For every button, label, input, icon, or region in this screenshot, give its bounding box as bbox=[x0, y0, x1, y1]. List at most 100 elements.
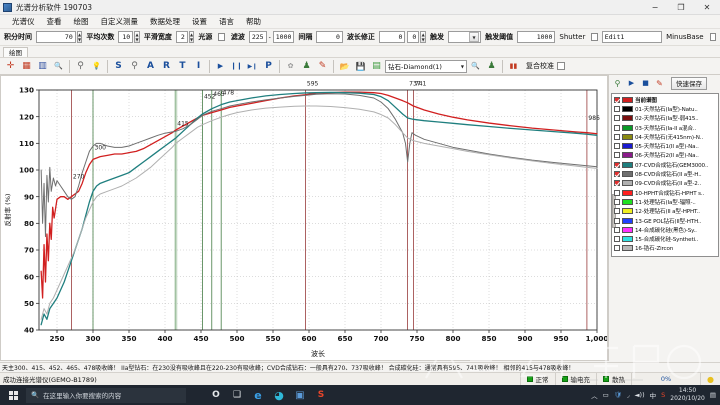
s-button[interactable]: S bbox=[115, 61, 122, 71]
open-folder-icon[interactable]: 📂 bbox=[339, 61, 350, 71]
menu-item-plot[interactable]: 绘图 bbox=[73, 16, 89, 26]
legend-item-checkbox[interactable] bbox=[614, 143, 620, 150]
columns-icon[interactable]: ▥ bbox=[38, 61, 47, 71]
pause-icon[interactable]: ❙❙ bbox=[230, 62, 243, 70]
legend-item[interactable]: 12-处理钻石(II a型-HPHT.. bbox=[613, 207, 718, 216]
shutter-checkbox[interactable] bbox=[591, 33, 598, 41]
menu-item-language[interactable]: 语言 bbox=[219, 16, 234, 26]
notification-icon[interactable]: ▤ bbox=[709, 391, 716, 399]
legend-item[interactable]: 09-CVD合成钻石(II a型-2.. bbox=[613, 179, 718, 188]
legend-list[interactable]: 当前谱图 01-天然钻石(Ia型)-Natu.. 02-天然钻石(Ia型-弱415.… bbox=[611, 93, 719, 257]
maximize-button[interactable]: ❐ bbox=[677, 3, 685, 12]
menu-item-settings[interactable]: 设置 bbox=[192, 16, 207, 26]
cortana-icon[interactable]: O bbox=[212, 390, 220, 400]
legend-item-checkbox[interactable] bbox=[614, 105, 620, 112]
lamp-icon[interactable]: 💡 bbox=[92, 62, 101, 70]
legend-item-checkbox[interactable] bbox=[614, 245, 620, 252]
legend-item[interactable]: 07-CVD合成钻石(GEM3000.. bbox=[613, 160, 718, 169]
shield-icon[interactable]: 🛡 bbox=[613, 391, 622, 399]
legend-item-checkbox[interactable] bbox=[614, 198, 620, 205]
average-count-stepper[interactable]: ▲ ▼ bbox=[134, 31, 140, 43]
range-end-input[interactable]: 1000 bbox=[272, 31, 295, 43]
play-icon[interactable]: ▶ bbox=[217, 62, 224, 70]
play-icon[interactable]: ▶ bbox=[628, 79, 635, 87]
integration-time-input[interactable]: 70 bbox=[36, 31, 76, 43]
composite-calibration-checkbox[interactable] bbox=[557, 62, 565, 70]
pin-dark-icon[interactable]: ⚲ bbox=[77, 61, 84, 71]
menu-item-custom-measure[interactable]: 自定义测量 bbox=[100, 16, 139, 26]
legend-item[interactable]: 04-天然钻石(无415nm)-N.. bbox=[613, 132, 718, 141]
legend-item[interactable]: 当前谱图 bbox=[613, 95, 718, 104]
start-button[interactable] bbox=[0, 385, 26, 405]
menu-item-spectrometer[interactable]: 光谱仪 bbox=[12, 16, 35, 26]
legend-item-checkbox[interactable] bbox=[614, 152, 620, 159]
sogou-icon[interactable]: S bbox=[317, 390, 325, 400]
r-button[interactable]: R bbox=[163, 61, 170, 71]
wifi-icon[interactable]: ◞ bbox=[627, 391, 630, 399]
legend-item-checkbox[interactable] bbox=[614, 226, 620, 233]
legend-item[interactable]: 10-HPHT合成钻石-HPHT s.. bbox=[613, 188, 718, 197]
legend-item-checkbox[interactable] bbox=[614, 217, 620, 224]
range-start-input[interactable]: 225 bbox=[248, 31, 267, 43]
legend-item[interactable]: 01-天然钻石(Ia型)-Natu.. bbox=[613, 104, 718, 113]
trigger-combo[interactable]: ▼ bbox=[448, 31, 482, 43]
pin-s-icon[interactable]: ⚲ bbox=[131, 61, 138, 71]
legend-item-checkbox[interactable] bbox=[614, 236, 620, 243]
legend-item[interactable]: 03-天然钻石(Ia-II a混合.. bbox=[613, 123, 718, 132]
magnify-icon[interactable]: 🔍 bbox=[471, 62, 480, 70]
legend-item-checkbox[interactable] bbox=[614, 161, 620, 168]
browser-icon[interactable]: ◕ bbox=[274, 388, 284, 402]
taskbar-clock[interactable]: 14:50 2020/10/20 bbox=[670, 387, 705, 403]
interval-input[interactable]: 0 bbox=[316, 31, 343, 43]
sample-select[interactable]: 钻石-Diamond(1) ▼ bbox=[385, 59, 467, 73]
legend-item[interactable]: 16-锆石-Zircon bbox=[613, 244, 718, 253]
bars-icon[interactable]: ▮▮ bbox=[509, 62, 518, 70]
integration-time-stepper[interactable]: ▲ ▼ bbox=[76, 31, 83, 43]
spectrum-chart[interactable]: 40 50 60 70 80 90 100 110 120 130 250 300 350 400 450 5… bbox=[0, 75, 608, 361]
grid-icon[interactable]: ▦ bbox=[22, 61, 31, 71]
zoom-icon[interactable]: 🔍 bbox=[54, 62, 63, 70]
legend-item[interactable]: 08-CVD合成钻石(II a型-H.. bbox=[613, 169, 718, 178]
star-icon[interactable]: ✿ bbox=[287, 62, 294, 70]
edge-icon[interactable]: e bbox=[254, 388, 262, 402]
quick-save-button[interactable]: 快速保存 bbox=[671, 76, 707, 90]
average-count-input[interactable]: 10 bbox=[118, 31, 134, 43]
p-button[interactable]: P bbox=[265, 61, 272, 71]
app-blue-icon[interactable]: ▣ bbox=[295, 389, 305, 401]
trigger-count-stepper[interactable]: ▲ ▼ bbox=[420, 31, 427, 43]
chevron-up-icon[interactable]: ︿ bbox=[591, 392, 598, 400]
step-icon[interactable]: ▶❙ bbox=[247, 62, 258, 70]
close-button[interactable]: ✕ bbox=[703, 3, 711, 12]
minusbase-checkbox[interactable] bbox=[709, 33, 717, 41]
stop-icon[interactable]: ■ bbox=[642, 79, 649, 87]
trigger-count-input[interactable]: 0 bbox=[407, 31, 420, 43]
smooth-width-stepper[interactable]: ▲ ▼ bbox=[188, 31, 195, 43]
menu-item-data-process[interactable]: 数据处理 bbox=[150, 16, 180, 26]
trigger-threshold-input[interactable]: 1000 bbox=[517, 31, 556, 43]
legend-item[interactable]: 11-处理钻石(Ia型-辐照-.. bbox=[613, 197, 718, 206]
wavelength-correction-input[interactable]: 0 bbox=[378, 31, 406, 43]
smooth-width-input[interactable]: 2 bbox=[175, 31, 188, 43]
legend-item[interactable]: 02-天然钻石(Ia型-弱415.. bbox=[613, 114, 718, 123]
legend-item-checkbox[interactable] bbox=[614, 133, 620, 140]
crosshair-icon[interactable]: ✛ bbox=[6, 61, 15, 71]
shutter-value-input[interactable]: Edit1 bbox=[601, 31, 663, 43]
legend-item-checkbox[interactable] bbox=[614, 124, 620, 131]
a-button[interactable]: A bbox=[147, 61, 154, 71]
gem-icon[interactable]: ♟ bbox=[302, 61, 311, 71]
t-button[interactable]: T bbox=[179, 61, 186, 71]
legend-item[interactable]: 14-合成碳化硅(黑色)-Sy.. bbox=[613, 225, 718, 234]
legend-item-checkbox[interactable] bbox=[614, 115, 620, 122]
i-button[interactable]: I bbox=[196, 61, 201, 71]
light-source-checkbox[interactable] bbox=[218, 33, 225, 41]
ime-icon[interactable]: 中 bbox=[649, 392, 657, 400]
pen-icon[interactable]: ✎ bbox=[656, 78, 663, 88]
menu-item-help[interactable]: 帮助 bbox=[246, 16, 261, 26]
legend-item[interactable]: 06-天然钻石2(II a型)-Na.. bbox=[613, 151, 718, 160]
pin-icon[interactable]: ⚲ bbox=[614, 78, 621, 88]
taskview-icon[interactable]: ❑ bbox=[232, 390, 242, 400]
sogou-tray-icon[interactable]: S bbox=[661, 391, 666, 399]
legend-item[interactable]: 05-天然钻石1(II a型)-Na.. bbox=[613, 141, 718, 150]
pen-icon[interactable]: ✎ bbox=[318, 61, 327, 71]
legend-item-checkbox[interactable] bbox=[614, 96, 620, 103]
